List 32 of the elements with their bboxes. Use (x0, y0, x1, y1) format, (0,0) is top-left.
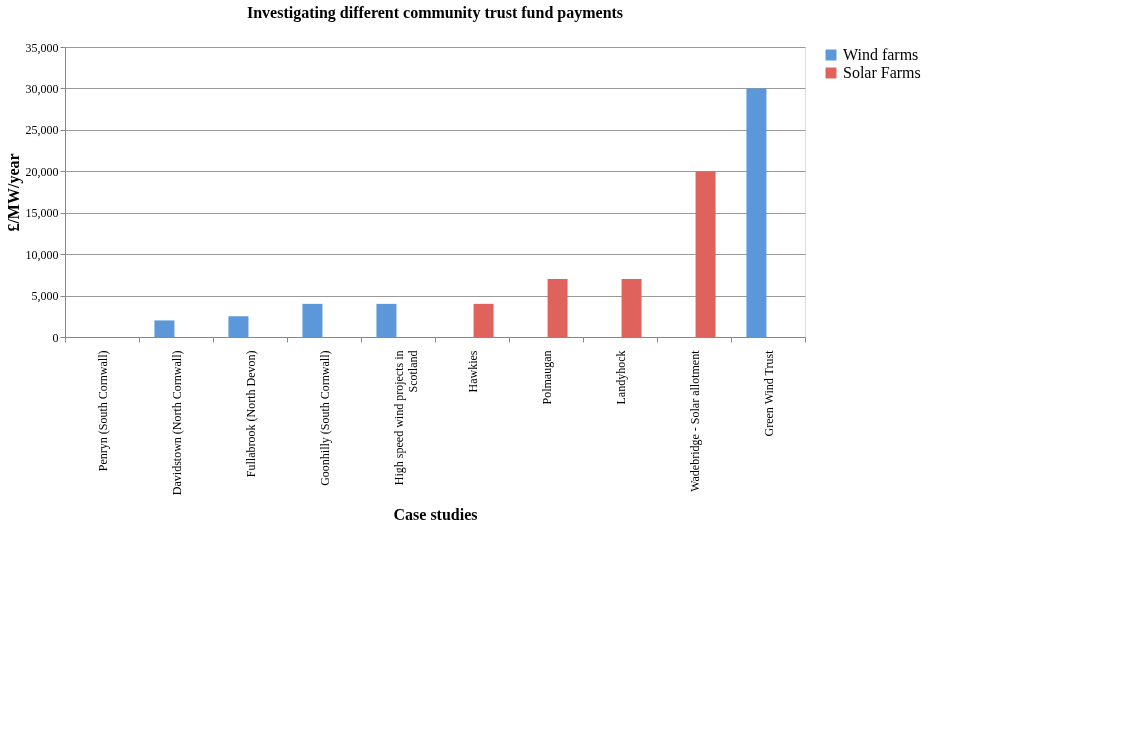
x-tick-label: Goonhilly (South Cornwall) (317, 350, 332, 486)
bar (302, 303, 323, 337)
x-tick-label: Fullabrook (North Devon) (243, 350, 258, 478)
y-tick-label: 15,000 (25, 206, 59, 221)
y-tick-label: 30,000 (25, 81, 59, 96)
x-tick-label: Wadebridge - Solar allotment (687, 349, 702, 492)
x-tick-label: Hawkies (465, 350, 480, 393)
bar (376, 303, 397, 337)
x-tick-label: High speed wind projects in Scotland (391, 350, 420, 486)
y-axis-title: £/MW/year (4, 153, 23, 232)
bar (228, 316, 249, 337)
bar (746, 88, 767, 337)
y-tick-label: 20,000 (25, 164, 59, 179)
y-tick-label: 0 (52, 330, 59, 345)
x-tick-label: Davidstown (North Cornwall) (169, 350, 184, 496)
bar (621, 279, 642, 337)
y-tick-label: 5,000 (31, 289, 59, 304)
bar (695, 171, 716, 337)
bar (547, 279, 568, 337)
y-tick-label: 35,000 (25, 40, 59, 55)
y-tick-label: 10,000 (25, 247, 59, 262)
legend-label: Wind farms (843, 46, 919, 63)
x-tick-label: Polmaugan (539, 350, 554, 405)
chart-title: Investigating different community trust fund payments (246, 4, 624, 22)
bar (154, 320, 175, 337)
y-tick-label: 25,000 (25, 123, 59, 138)
x-tick-label: Penryn (South Cornwall) (95, 350, 110, 472)
x-tick-label: Landyhock (613, 350, 628, 405)
x-tick-label: Green Wind Trust (761, 349, 776, 437)
x-axis-title: Case studies (393, 506, 478, 524)
bar (473, 303, 494, 337)
legend-label: Solar Farms (843, 64, 921, 81)
